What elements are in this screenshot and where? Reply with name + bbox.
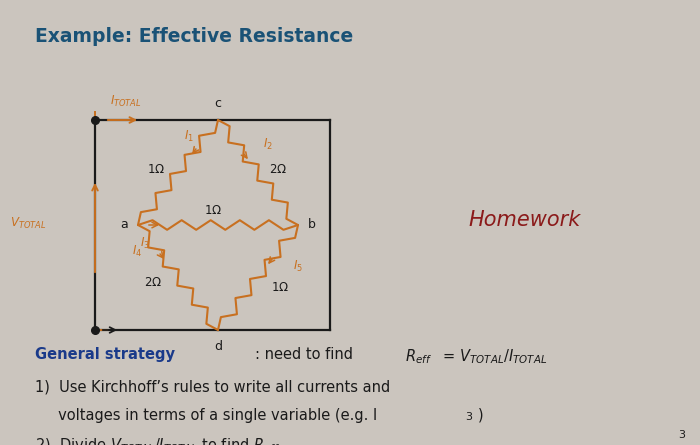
Text: $1\Omega$: $1\Omega$: [271, 281, 289, 294]
Text: $I_5$: $I_5$: [293, 259, 303, 274]
Text: 3: 3: [678, 430, 685, 440]
Text: : need to find: : need to find: [255, 347, 358, 362]
Text: General strategy: General strategy: [35, 347, 175, 362]
Text: a: a: [120, 218, 128, 231]
Text: $I_2$: $I_2$: [263, 137, 273, 152]
Text: voltages in terms of a single variable (e.g. I: voltages in terms of a single variable (…: [35, 408, 377, 423]
Text: 3: 3: [465, 412, 472, 422]
Text: $2\Omega$: $2\Omega$: [269, 163, 287, 176]
Text: $I_4$: $I_4$: [132, 244, 142, 259]
Text: $1\Omega$: $1\Omega$: [147, 163, 165, 176]
Text: Example: Effective Resistance: Example: Effective Resistance: [35, 27, 354, 46]
Text: Homework: Homework: [469, 210, 581, 230]
Text: c: c: [214, 97, 221, 110]
Text: $I_1$: $I_1$: [184, 129, 194, 144]
Text: $2\Omega$: $2\Omega$: [144, 276, 162, 289]
Text: $R_{eff}$: $R_{eff}$: [405, 347, 432, 366]
Text: $V_{TOTAL}$: $V_{TOTAL}$: [10, 215, 46, 231]
Text: $1\Omega$: $1\Omega$: [204, 204, 222, 217]
Text: ): ): [478, 408, 484, 423]
Text: d: d: [214, 340, 222, 353]
Text: $I_{TOTAL}$: $I_{TOTAL}$: [110, 94, 141, 109]
Text: 2)  Divide $V_{TOTAL}$/$I_{TOTAL}$ to find $R_{eff}$: 2) Divide $V_{TOTAL}$/$I_{TOTAL}$ to fin…: [35, 437, 280, 445]
Text: $I_3$: $I_3$: [140, 235, 150, 251]
Text: = $V_{TOTAL}$/$I_{TOTAL}$: = $V_{TOTAL}$/$I_{TOTAL}$: [438, 347, 547, 366]
Text: b: b: [308, 218, 316, 231]
Text: 1)  Use Kirchhoff’s rules to write all currents and: 1) Use Kirchhoff’s rules to write all cu…: [35, 379, 391, 394]
